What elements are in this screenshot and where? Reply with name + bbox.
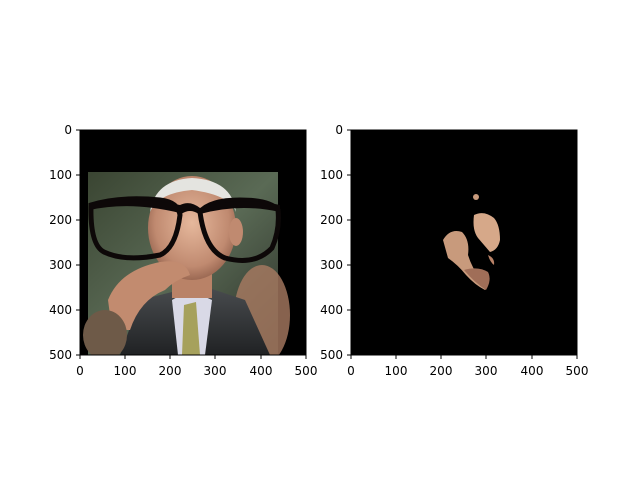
left-x-ticks — [79, 355, 307, 359]
left-x-tick-label: 200 — [159, 364, 182, 378]
right-panel: 0 100 200 300 400 500 0 100 200 300 400 … — [320, 123, 588, 378]
left-y-tick-label: 100 — [49, 168, 72, 182]
left-y-tick-label: 200 — [49, 213, 72, 227]
right-x-tick-labels: 0 100 200 300 400 500 — [347, 364, 588, 378]
right-y-tick-label: 500 — [320, 348, 343, 362]
right-x-tick-label: 500 — [566, 364, 589, 378]
right-x-tick-label: 200 — [430, 364, 453, 378]
right-x-tick-label: 0 — [347, 364, 355, 378]
left-y-tick-labels: 0 100 200 300 400 500 — [49, 123, 72, 362]
right-x-tick-label: 300 — [475, 364, 498, 378]
right-x-tick-label: 400 — [521, 364, 544, 378]
right-y-tick-label: 300 — [320, 258, 343, 272]
left-photo — [83, 172, 290, 355]
right-mask-patches — [443, 194, 500, 290]
left-y-tick-label: 500 — [49, 348, 72, 362]
right-x-ticks — [350, 355, 578, 359]
right-x-tick-label: 100 — [385, 364, 408, 378]
left-x-tick-label: 0 — [76, 364, 84, 378]
left-y-ticks — [76, 129, 80, 356]
left-x-tick-label: 400 — [250, 364, 273, 378]
right-y-tick-label: 100 — [320, 168, 343, 182]
left-y-tick-label: 0 — [64, 123, 72, 137]
left-y-tick-label: 400 — [49, 303, 72, 317]
right-y-tick-label: 0 — [335, 123, 343, 137]
left-x-tick-label: 300 — [204, 364, 227, 378]
left-x-tick-label: 100 — [114, 364, 137, 378]
right-y-ticks — [347, 129, 351, 356]
left-x-tick-labels: 0 100 200 300 400 500 — [76, 364, 317, 378]
right-y-tick-label: 200 — [320, 213, 343, 227]
left-y-tick-label: 300 — [49, 258, 72, 272]
right-y-tick-labels: 0 100 200 300 400 500 — [320, 123, 343, 362]
left-x-tick-label: 500 — [295, 364, 318, 378]
right-y-tick-label: 400 — [320, 303, 343, 317]
left-panel: 0 100 200 300 400 500 0 100 200 300 400 … — [49, 123, 317, 378]
